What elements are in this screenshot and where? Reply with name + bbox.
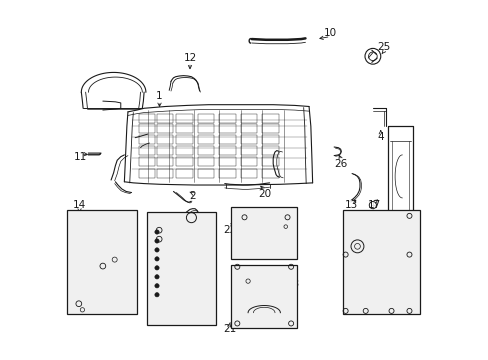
- Bar: [219, 146, 235, 155]
- Bar: [156, 169, 172, 178]
- Bar: [198, 135, 214, 144]
- Bar: [241, 169, 257, 178]
- Bar: [219, 135, 235, 144]
- Text: 13: 13: [344, 200, 357, 210]
- Bar: [139, 169, 155, 178]
- Bar: [139, 157, 155, 166]
- Bar: [156, 114, 172, 123]
- Text: 8: 8: [168, 259, 175, 269]
- Bar: [219, 169, 235, 178]
- Bar: [241, 125, 257, 134]
- Circle shape: [155, 248, 159, 252]
- Text: 4: 4: [377, 132, 383, 142]
- Bar: [262, 169, 278, 178]
- Bar: [67, 211, 137, 315]
- Bar: [176, 169, 192, 178]
- Bar: [176, 157, 192, 166]
- Text: 17: 17: [367, 200, 380, 210]
- Bar: [139, 125, 155, 134]
- Bar: [198, 146, 214, 155]
- Text: 11: 11: [74, 152, 87, 162]
- Bar: [241, 157, 257, 166]
- Text: 14: 14: [73, 200, 86, 210]
- Bar: [241, 114, 257, 123]
- Bar: [219, 157, 235, 166]
- Bar: [198, 157, 214, 166]
- Bar: [262, 135, 278, 144]
- Bar: [262, 146, 278, 155]
- Bar: [262, 114, 278, 123]
- Bar: [230, 265, 297, 328]
- Text: 21: 21: [223, 324, 236, 334]
- Bar: [198, 169, 214, 178]
- Bar: [156, 125, 172, 134]
- Text: 16: 16: [72, 295, 85, 305]
- Text: 2: 2: [189, 191, 195, 201]
- Bar: [230, 207, 297, 259]
- Bar: [241, 135, 257, 144]
- Text: 6: 6: [158, 248, 164, 258]
- Text: 19: 19: [355, 252, 368, 262]
- Text: 7: 7: [406, 222, 412, 231]
- Text: 25: 25: [376, 42, 389, 52]
- Text: 24: 24: [258, 283, 271, 293]
- Text: 20: 20: [258, 189, 270, 199]
- Bar: [262, 125, 278, 134]
- Bar: [176, 114, 192, 123]
- Bar: [198, 125, 214, 134]
- Bar: [139, 146, 155, 155]
- Text: 5: 5: [172, 315, 179, 325]
- Bar: [262, 157, 278, 166]
- Bar: [147, 212, 215, 325]
- Bar: [139, 135, 155, 144]
- Circle shape: [155, 239, 159, 243]
- Circle shape: [155, 275, 159, 279]
- Text: 18: 18: [401, 257, 414, 267]
- Text: 9: 9: [160, 259, 167, 269]
- Text: 3: 3: [276, 224, 283, 233]
- Text: 1: 1: [156, 91, 163, 101]
- Circle shape: [155, 284, 159, 288]
- Text: 15: 15: [101, 272, 114, 282]
- Bar: [343, 211, 419, 315]
- Circle shape: [155, 230, 159, 234]
- Bar: [219, 114, 235, 123]
- Circle shape: [155, 257, 159, 261]
- Bar: [156, 157, 172, 166]
- Bar: [241, 146, 257, 155]
- Bar: [198, 114, 214, 123]
- Text: 26: 26: [334, 159, 347, 169]
- Text: 12: 12: [183, 53, 196, 63]
- Bar: [139, 114, 155, 123]
- Bar: [156, 135, 172, 144]
- Circle shape: [155, 266, 159, 270]
- Bar: [219, 125, 235, 134]
- Text: 22: 22: [223, 225, 236, 235]
- Bar: [176, 125, 192, 134]
- Bar: [176, 146, 192, 155]
- Bar: [156, 146, 172, 155]
- Text: 23: 23: [286, 279, 299, 289]
- Text: 10: 10: [324, 28, 336, 38]
- Circle shape: [155, 293, 159, 297]
- Bar: [176, 135, 192, 144]
